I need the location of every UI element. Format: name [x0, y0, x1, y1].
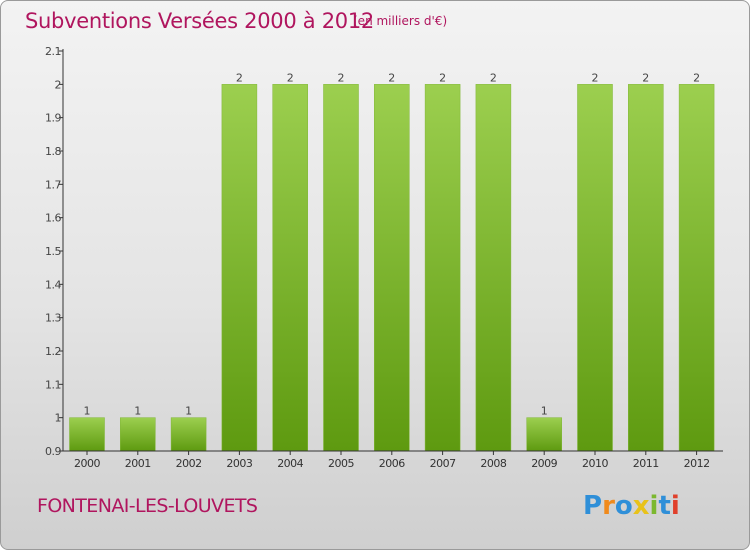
logo-letter: i — [670, 491, 680, 521]
x-tick-label: 2010 — [582, 457, 608, 470]
bar-value-label: 2 — [236, 71, 243, 84]
bar-value-label: 2 — [592, 71, 599, 84]
y-tick-label: 1.7 — [45, 178, 61, 191]
y-tick-label: 0.9 — [45, 445, 61, 458]
bar-value-label: 1 — [185, 405, 192, 418]
y-tick-label: 1 — [55, 412, 62, 425]
bar — [221, 84, 258, 452]
y-tick-label: 1.4 — [45, 278, 61, 291]
bar — [678, 84, 715, 452]
logo-letter: i — [649, 491, 659, 521]
y-tick-label: 1.1 — [45, 378, 61, 391]
bar-value-label: 2 — [388, 71, 395, 84]
y-tick-label: 1.3 — [45, 312, 61, 325]
bar-value-label: 1 — [541, 405, 548, 418]
logo-letter: t — [658, 491, 671, 521]
bar-value-label: 1 — [84, 405, 91, 418]
y-tick-label: 1.6 — [45, 212, 61, 225]
x-tick-label: 2008 — [480, 457, 506, 470]
commune-name: FONTENAI-LES-LOUVETS — [37, 495, 258, 517]
logo-letter: o — [614, 491, 633, 521]
chart-unit: (en milliers d'€) — [353, 14, 448, 28]
bar — [120, 417, 156, 452]
bar — [577, 84, 613, 452]
bar-value-label: 2 — [338, 71, 345, 84]
bar — [628, 84, 664, 452]
x-tick-label: 2009 — [531, 457, 557, 470]
logo-letter: x — [632, 491, 650, 521]
bar — [526, 417, 562, 452]
chart-title: Subventions Versées 2000 à 2012 — [25, 9, 374, 33]
y-tick-label: 2.1 — [45, 45, 61, 58]
x-tick-label: 2011 — [633, 457, 659, 470]
x-tick-label: 2005 — [328, 457, 354, 470]
bar-value-label: 2 — [287, 71, 294, 84]
y-tick-label: 1.5 — [45, 245, 61, 258]
bar — [323, 84, 359, 452]
bar-value-label: 2 — [693, 71, 700, 84]
bar-value-label: 2 — [439, 71, 446, 84]
bar — [170, 417, 207, 452]
y-axis: 0.9 1 1.1 1.2 1.3 1.4 1.5 1.6 1.7 1.8 1.9 2 2.1 — [45, 45, 63, 458]
y-tick-label: 2 — [55, 78, 62, 91]
x-tick-label: 2012 — [684, 457, 710, 470]
x-tick-label: 2004 — [277, 457, 303, 470]
logo-letter: P — [583, 491, 603, 521]
proxiti-logo: Proxiti — [583, 491, 680, 521]
bars: 1 1 1 2 2 2 2 2 2 1 2 2 2 — [69, 71, 715, 452]
bar — [272, 84, 308, 452]
bar — [475, 84, 512, 452]
bar — [424, 84, 461, 452]
bar-value-label: 2 — [490, 71, 497, 84]
x-tick-label: 2006 — [379, 457, 405, 470]
x-axis: 2000 2001 2002 2003 2004 2005 2006 2007 2008 2009… — [74, 451, 710, 470]
x-tick-label: 2003 — [226, 457, 252, 470]
y-tick-label: 1.9 — [45, 112, 61, 125]
x-tick-label: 2002 — [176, 457, 202, 470]
bar-value-label: 2 — [642, 71, 649, 84]
bar — [69, 417, 105, 452]
logo-letter: r — [602, 491, 615, 521]
y-tick-label: 1.8 — [45, 145, 61, 158]
x-tick-label: 2000 — [74, 457, 100, 470]
y-tick-label: 1.2 — [45, 345, 61, 358]
x-tick-label: 2001 — [125, 457, 151, 470]
bar — [374, 84, 410, 452]
bar-value-label: 1 — [134, 405, 141, 418]
x-tick-label: 2007 — [430, 457, 456, 470]
